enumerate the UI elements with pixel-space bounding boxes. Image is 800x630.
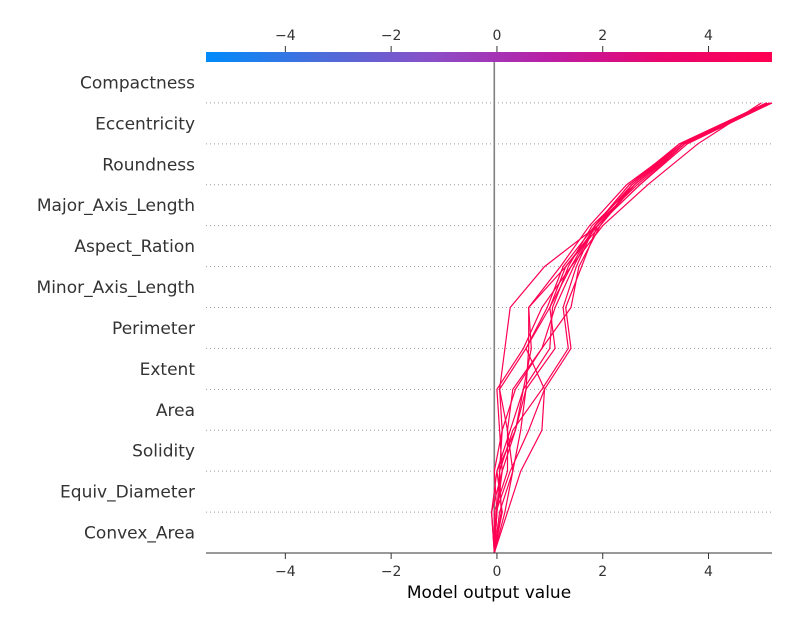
decision-line (493, 102, 767, 554)
feature-label: Area (156, 401, 195, 421)
bottom-ticks: −4 −2 0 2 4 (275, 553, 713, 580)
bottom-tick-label: −4 (275, 564, 296, 580)
top-tick-label: −4 (275, 28, 296, 44)
feature-labels: Compactness Eccentricity Roundness Major_Ax… (37, 73, 196, 543)
feature-label: Roundness (102, 155, 195, 175)
feature-label: Extent (140, 360, 196, 380)
decision-line (493, 102, 770, 554)
feature-label: Aspect_Ration (74, 237, 195, 257)
decision-line (493, 102, 762, 554)
decision-line (493, 102, 767, 553)
decision-line (493, 102, 767, 554)
feature-label: Compactness (80, 73, 195, 93)
bottom-tick-label: −2 (381, 564, 402, 580)
top-tick-label: −2 (381, 28, 402, 44)
bottom-tick-label: 0 (492, 564, 501, 580)
decision-line (493, 102, 773, 554)
decision-lines (490, 102, 773, 554)
top-ticks: −4 −2 0 2 4 (275, 28, 713, 52)
top-tick-label: 4 (704, 28, 713, 44)
decision-line (493, 102, 770, 554)
feature-label: Solidity (132, 442, 195, 462)
feature-label: Perimeter (112, 319, 195, 339)
bottom-tick-label: 2 (598, 564, 607, 580)
colorbar (206, 52, 772, 62)
decision-line (493, 102, 770, 554)
bottom-tick-label: 4 (704, 564, 713, 580)
feature-label: Eccentricity (95, 114, 195, 134)
feature-label: Major_Axis_Length (37, 196, 195, 216)
top-tick-label: 2 (598, 28, 607, 44)
feature-gridlines (206, 102, 772, 554)
decision-line (493, 102, 767, 554)
feature-label: Equiv_Diameter (60, 483, 195, 503)
x-axis-title: Model output value (407, 583, 571, 603)
feature-label: Minor_Axis_Length (37, 278, 195, 298)
top-tick-label: 0 (492, 28, 501, 44)
feature-label: Convex_Area (84, 524, 195, 544)
